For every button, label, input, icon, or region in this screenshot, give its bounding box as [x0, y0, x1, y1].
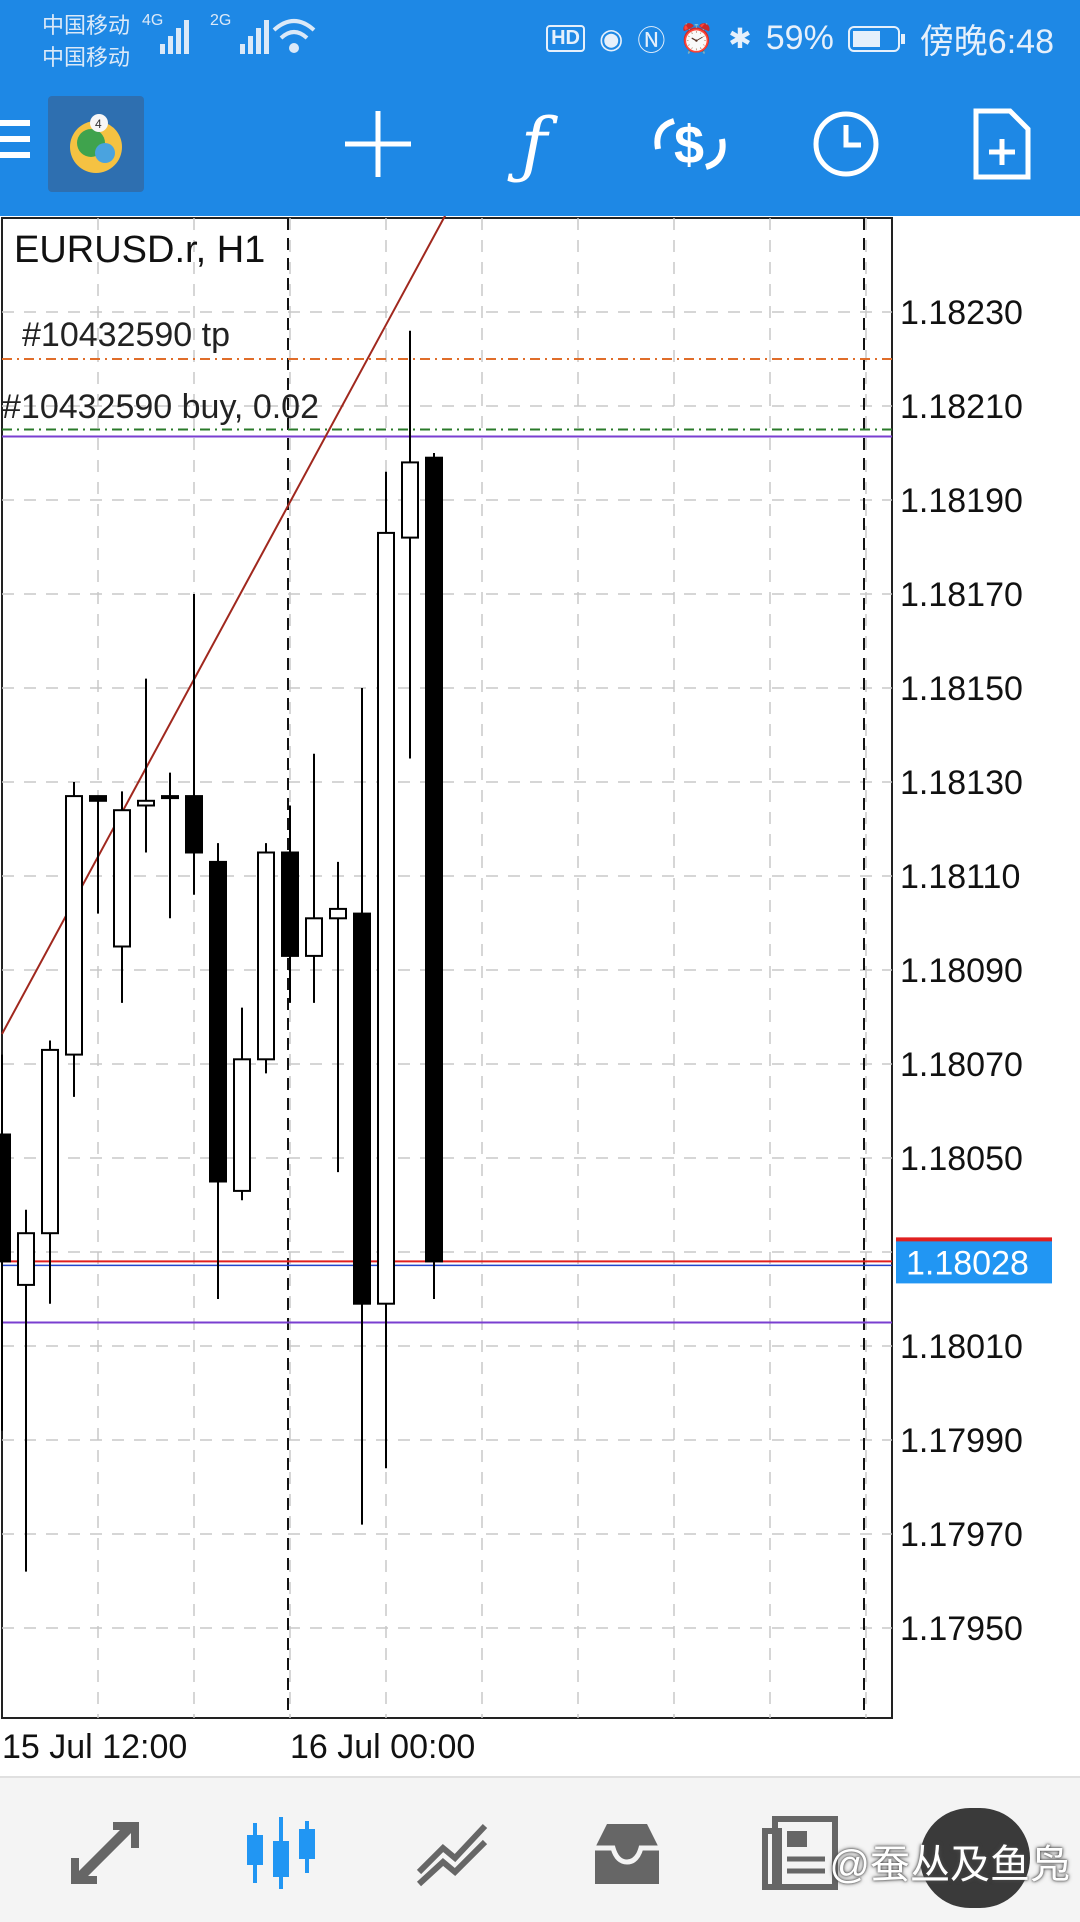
nav-trade[interactable] — [408, 1808, 498, 1898]
battery-icon — [847, 25, 905, 52]
candle-bear — [0, 1133, 11, 1263]
candle-bull — [41, 1048, 59, 1235]
candle-bull — [401, 461, 419, 539]
function-icon: ƒ — [520, 102, 548, 186]
price-tick-label: 1.18150 — [900, 670, 1023, 708]
candle-bull — [137, 799, 155, 807]
bluetooth-icon: ✱ — [728, 23, 752, 54]
svg-text:4: 4 — [95, 117, 102, 131]
tp-label: #10432590 tp — [22, 316, 230, 354]
crosshair-button[interactable] — [330, 96, 426, 192]
messages-icon[interactable] — [920, 1808, 1030, 1908]
time-tick-label: 16 Jul 00:00 — [290, 1728, 475, 1766]
candles-icon — [247, 1817, 315, 1889]
network-type-2: 2G — [210, 12, 232, 29]
inbox-icon — [595, 1824, 659, 1884]
candle-bear — [353, 912, 371, 1305]
menu-icon[interactable] — [0, 120, 30, 172]
indicators-button[interactable]: ƒ — [486, 96, 582, 192]
carrier-1: 中国移动 — [42, 13, 131, 38]
order-levels — [1, 216, 892, 1324]
signal-icon — [160, 20, 269, 54]
clock: 傍晚6:48 — [919, 23, 1054, 61]
candle-bull — [113, 809, 131, 948]
trade-icon: $ — [654, 115, 726, 175]
battery-percent: 59% — [765, 19, 834, 57]
price-tick-label: 1.18090 — [900, 952, 1023, 990]
candle-bear — [281, 851, 299, 957]
trade-button[interactable]: $ — [642, 96, 738, 192]
eye-icon: ◉ — [598, 23, 624, 54]
candle-bull — [329, 907, 347, 920]
price-tick-label: 1.18070 — [900, 1046, 1023, 1084]
candle-bull — [233, 1058, 251, 1192]
new-order-button[interactable] — [954, 96, 1050, 192]
new-document-icon — [973, 108, 1031, 180]
mt4-logo-icon: 4 — [70, 114, 122, 173]
wifi-icon — [272, 19, 316, 53]
candle-bull — [377, 531, 395, 1305]
carrier-2: 中国移动 — [42, 45, 131, 70]
svg-text:$: $ — [674, 115, 704, 175]
clock-icon — [813, 111, 879, 177]
candle-bear — [185, 795, 203, 854]
price-axis: 1.18230 1.18210 1.18190 1.18170 1.18150 1.181… — [896, 294, 1052, 1648]
price-tick-label: 1.18010 — [900, 1328, 1023, 1366]
news-icon — [762, 1816, 838, 1890]
price-tick-label: 1.18170 — [900, 576, 1023, 614]
candle-bull — [65, 795, 83, 1056]
candle-bull — [305, 917, 323, 957]
symbol-title: EURUSD.r, H1 — [14, 229, 265, 271]
price-tick-label: 1.18210 — [900, 388, 1023, 426]
nav-chart[interactable] — [236, 1808, 326, 1898]
nav-quotes[interactable] — [64, 1808, 154, 1898]
price-tick-label: 1.17970 — [900, 1516, 1023, 1554]
candle-bull — [17, 1232, 35, 1286]
price-tick-label: 1.18110 — [900, 858, 1020, 896]
price-chart[interactable]: EURUSD.r, H1 #10432590 tp #10432590 buy,… — [0, 216, 1080, 1776]
watermark: @蚕丛及鱼凫 — [829, 1843, 1070, 1887]
price-tick-label: 1.18050 — [900, 1140, 1023, 1178]
plot-frame — [1, 217, 893, 1719]
nav-news[interactable] — [756, 1808, 846, 1898]
trend-icon — [416, 1823, 488, 1887]
network-type-1: 4G — [142, 12, 164, 29]
nfc-icon: Ⓝ — [637, 24, 666, 56]
chart-grid — [1, 217, 893, 1719]
candle-bear — [425, 456, 443, 1263]
app-logo[interactable]: 4 — [48, 96, 144, 192]
current-price-label: 1.18028 — [906, 1244, 1029, 1282]
price-tick-label: 1.17950 — [900, 1610, 1023, 1648]
candle-bull — [161, 795, 179, 800]
quotes-icon — [71, 1822, 139, 1884]
nav-history[interactable] — [582, 1808, 672, 1898]
price-tick-label: 1.17990 — [900, 1422, 1023, 1460]
hd-icon: HD — [546, 25, 585, 52]
candles — [0, 330, 443, 1572]
status-bar: 中国移动 4G 2G 中国移动 HD ◉ Ⓝ ⏰ ✱ 59% 傍晚6:48 — [0, 0, 1080, 76]
status-right: HD ◉ Ⓝ ⏰ ✱ 59% 傍晚6:48 — [546, 14, 1054, 63]
time-tick-label: 15 Jul 12:00 — [2, 1728, 187, 1766]
period-button[interactable] — [798, 96, 894, 192]
price-tick-label: 1.18130 — [900, 764, 1023, 802]
crosshair-icon — [345, 111, 411, 177]
order-label: #10432590 buy, 0.02 — [2, 388, 319, 426]
time-axis: 15 Jul 12:00 16 Jul 00:00 — [2, 1728, 475, 1766]
alarm-icon: ⏰ — [679, 23, 715, 54]
top-toolbar — [0, 76, 1080, 216]
price-tick-label: 1.18190 — [900, 482, 1023, 520]
candle-bear — [209, 860, 227, 1183]
candle-bull — [257, 851, 275, 1061]
candle-bear — [89, 795, 107, 802]
bottom-nav — [0, 1776, 1080, 1922]
current-price-box — [896, 1239, 1052, 1284]
price-tick-label: 1.18230 — [900, 294, 1023, 332]
